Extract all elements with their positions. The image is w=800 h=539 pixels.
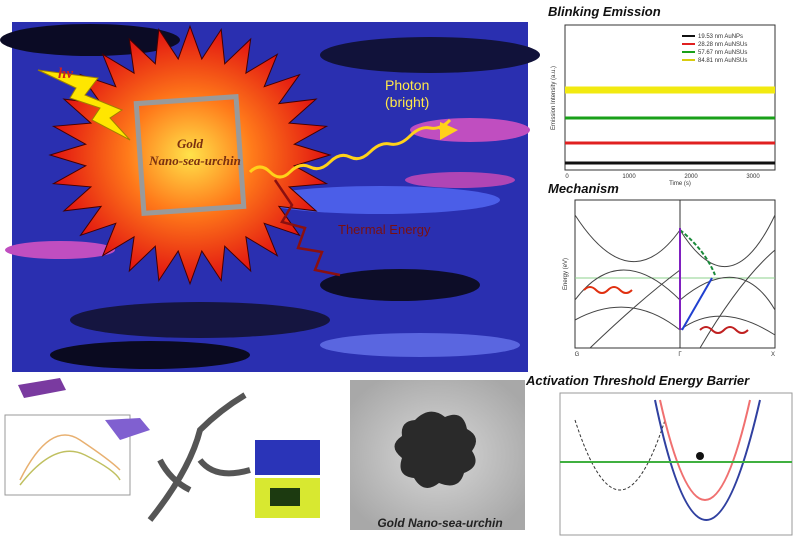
panel-title: Blinking Emission <box>548 4 661 19</box>
main-panel: hν Gold Nano-sea-urchin Photon (bright) … <box>0 22 540 372</box>
blob <box>0 24 180 56</box>
state-dot <box>696 452 704 460</box>
excitation-label: hν <box>58 66 73 82</box>
x-tick-label: 3000 <box>746 174 760 180</box>
blob <box>5 241 115 259</box>
photon-label: (bright) <box>385 94 429 110</box>
photon-label: Photon <box>385 77 429 93</box>
blob <box>320 37 540 73</box>
blob <box>50 341 250 369</box>
panel-title: Activation Threshold Energy Barrier <box>525 373 750 388</box>
axis-label: Emission Intensity (a.u.) <box>551 66 557 130</box>
blob <box>405 172 515 188</box>
x-tick-label: Γ <box>678 352 682 358</box>
x-tick-label: X <box>771 352 775 358</box>
legend-label: 57.67 nm AuNSUs <box>698 50 747 56</box>
mechanism-panel: Mechanism Energy (eV) G Γ X <box>548 181 775 358</box>
x-tick-label: 1000 <box>622 174 636 180</box>
arrow-shape <box>18 378 66 398</box>
particle-label: Gold <box>177 136 204 151</box>
legend-label: 19.53 nm AuNPs <box>698 34 743 40</box>
x-ticks: 0 1000 2000 3000 <box>565 174 760 180</box>
axis-label: Energy (eV) <box>563 258 569 290</box>
legend-label: 84.81 nm AuNSUs <box>698 58 747 64</box>
x-tick-label: 0 <box>565 174 569 180</box>
inset-image <box>270 488 300 506</box>
thermal-label: Thermal Energy <box>338 222 431 237</box>
blob <box>410 118 530 142</box>
branch <box>150 395 250 520</box>
panel-title: Mechanism <box>548 181 619 196</box>
barrier-panel: Activation Threshold Energy Barrier <box>525 373 792 535</box>
figure: hν Gold Nano-sea-urchin Photon (bright) … <box>0 0 800 539</box>
axis-label: Time (s) <box>669 181 691 187</box>
particle-label: Nano-sea-urchin <box>148 153 241 168</box>
blinking-panel: Blinking Emission 19.53 nm AuNPs 28.28 nm… <box>548 4 775 187</box>
x-tick-label: 2000 <box>684 174 698 180</box>
caption: Gold Nano-sea-urchin <box>377 516 502 530</box>
blob <box>320 269 480 301</box>
blob <box>70 302 330 338</box>
blob <box>320 333 520 357</box>
illustration <box>5 378 320 520</box>
tem-panel: Gold Nano-sea-urchin <box>350 380 525 530</box>
inset-image <box>255 440 320 475</box>
x-tick-label: G <box>575 352 580 358</box>
legend-label: 28.28 nm AuNSUs <box>698 42 747 48</box>
